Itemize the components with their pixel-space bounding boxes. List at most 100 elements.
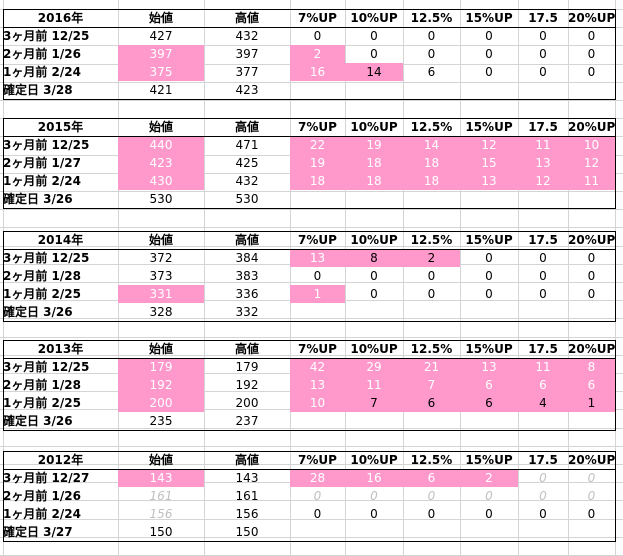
pct-count[interactable]: 8 xyxy=(345,249,403,267)
pct-count[interactable] xyxy=(345,523,403,541)
high-price[interactable]: 179 xyxy=(235,360,259,374)
pct-count[interactable]: 0 xyxy=(587,489,596,503)
column-header[interactable]: 12.5% xyxy=(410,11,453,25)
pct-count[interactable]: 0 xyxy=(485,269,493,283)
year-header[interactable]: 2015年 xyxy=(37,120,84,134)
pct-count[interactable] xyxy=(518,190,568,208)
pct-count[interactable]: 0 xyxy=(370,29,378,43)
column-header[interactable]: 17.5 xyxy=(528,233,558,247)
pct-count[interactable] xyxy=(345,303,403,321)
pct-count[interactable]: 0 xyxy=(539,251,547,265)
pct-count[interactable]: 0 xyxy=(485,251,493,265)
pct-count[interactable]: 6 xyxy=(427,65,436,79)
pct-count[interactable]: 0 xyxy=(485,47,493,61)
row-label[interactable]: 2ヶ月前 1/27 xyxy=(3,156,81,170)
year-header[interactable]: 2012年 xyxy=(37,453,84,467)
pct-count[interactable]: 1 xyxy=(568,394,615,412)
high-price[interactable]: 432 xyxy=(235,29,259,43)
pct-count[interactable]: 1 xyxy=(290,285,345,303)
pct-count[interactable]: 0 xyxy=(587,507,596,521)
open-price[interactable]: 143 xyxy=(118,469,204,487)
row-label[interactable]: 3ヶ月前 12/25 xyxy=(3,251,90,265)
pct-count[interactable] xyxy=(403,303,460,321)
pct-count[interactable] xyxy=(518,303,568,321)
pct-count[interactable]: 15 xyxy=(460,154,518,172)
pct-count[interactable] xyxy=(290,412,345,430)
row-label[interactable]: 確定日 3/26 xyxy=(3,305,73,319)
pct-count[interactable]: 0 xyxy=(539,47,547,61)
pct-count[interactable]: 0 xyxy=(427,47,436,61)
pct-count[interactable]: 0 xyxy=(539,65,547,79)
row-label[interactable]: 3ヶ月前 12/25 xyxy=(3,29,90,43)
pct-count[interactable]: 0 xyxy=(587,65,596,79)
high-price[interactable]: 423 xyxy=(235,83,259,97)
pct-count[interactable]: 14 xyxy=(345,63,403,81)
pct-count[interactable] xyxy=(403,190,460,208)
pct-count[interactable]: 18 xyxy=(345,154,403,172)
column-header[interactable]: 20%UP xyxy=(568,11,615,25)
column-header[interactable]: 17.5 xyxy=(528,11,558,25)
year-header[interactable]: 2016年 xyxy=(37,11,84,25)
column-header[interactable]: 15%UP xyxy=(465,342,513,356)
pct-count[interactable]: 0 xyxy=(587,47,596,61)
open-price[interactable]: 179 xyxy=(118,358,204,376)
pct-count[interactable]: 16 xyxy=(345,469,403,487)
high-price[interactable]: 150 xyxy=(235,525,259,539)
pct-count[interactable]: 10 xyxy=(290,394,345,412)
open-price[interactable]: 331 xyxy=(118,285,204,303)
open-price[interactable]: 372 xyxy=(149,251,173,265)
pct-count[interactable]: 0 xyxy=(313,269,322,283)
high-price[interactable]: 200 xyxy=(235,396,259,410)
pct-count[interactable] xyxy=(460,190,518,208)
pct-count[interactable]: 8 xyxy=(568,358,615,376)
pct-count[interactable] xyxy=(290,81,345,99)
pct-count[interactable] xyxy=(568,190,615,208)
pct-count[interactable]: 0 xyxy=(427,287,436,301)
column-header[interactable]: 始値 xyxy=(148,233,173,247)
pct-count[interactable]: 0 xyxy=(539,287,547,301)
pct-count[interactable]: 11 xyxy=(345,376,403,394)
column-header[interactable]: 12.5% xyxy=(410,342,453,356)
column-header[interactable]: 10%UP xyxy=(350,11,398,25)
pct-count[interactable]: 0 xyxy=(370,47,378,61)
column-header[interactable]: 15%UP xyxy=(465,11,513,25)
row-label[interactable]: 2ヶ月前 1/28 xyxy=(3,378,81,392)
pct-count[interactable]: 7 xyxy=(403,376,460,394)
pct-count[interactable]: 14 xyxy=(403,136,460,154)
column-header[interactable]: 高値 xyxy=(234,453,259,467)
column-header[interactable]: 20%UP xyxy=(568,233,615,247)
row-label[interactable]: 1ヶ月前 2/24 xyxy=(3,507,81,521)
column-header[interactable]: 17.5 xyxy=(528,342,558,356)
high-price[interactable]: 425 xyxy=(235,156,259,170)
column-header[interactable]: 10%UP xyxy=(350,453,398,467)
row-label[interactable]: 確定日 3/26 xyxy=(3,192,73,206)
pct-count[interactable]: 13 xyxy=(518,154,568,172)
high-price[interactable]: 432 xyxy=(235,174,259,188)
pct-count[interactable] xyxy=(460,412,518,430)
pct-count[interactable]: 0 xyxy=(539,489,547,503)
row-label[interactable]: 1ヶ月前 2/25 xyxy=(3,287,81,301)
pct-count[interactable]: 6 xyxy=(460,394,518,412)
pct-count[interactable]: 0 xyxy=(587,251,596,265)
pct-count[interactable]: 22 xyxy=(290,136,345,154)
open-price[interactable]: 423 xyxy=(118,154,204,172)
pct-count[interactable] xyxy=(290,190,345,208)
pct-count[interactable]: 11 xyxy=(518,358,568,376)
pct-count[interactable]: 10 xyxy=(568,136,615,154)
pct-count[interactable]: 0 xyxy=(539,471,547,485)
open-price[interactable]: 430 xyxy=(118,172,204,190)
pct-count[interactable]: 0 xyxy=(370,489,378,503)
column-header[interactable]: 12.5% xyxy=(410,453,453,467)
pct-count[interactable] xyxy=(568,303,615,321)
high-price[interactable]: 161 xyxy=(235,489,259,503)
pct-count[interactable]: 0 xyxy=(370,507,378,521)
row-label[interactable]: 確定日 3/26 xyxy=(3,414,73,428)
row-label[interactable]: 1ヶ月前 2/24 xyxy=(3,174,81,188)
pct-count[interactable] xyxy=(345,412,403,430)
column-header[interactable]: 7%UP xyxy=(298,233,337,247)
column-header[interactable]: 高値 xyxy=(234,120,259,134)
pct-count[interactable]: 12 xyxy=(460,136,518,154)
high-price[interactable]: 336 xyxy=(235,287,259,301)
pct-count[interactable]: 6 xyxy=(403,394,460,412)
pct-count[interactable]: 42 xyxy=(290,358,345,376)
